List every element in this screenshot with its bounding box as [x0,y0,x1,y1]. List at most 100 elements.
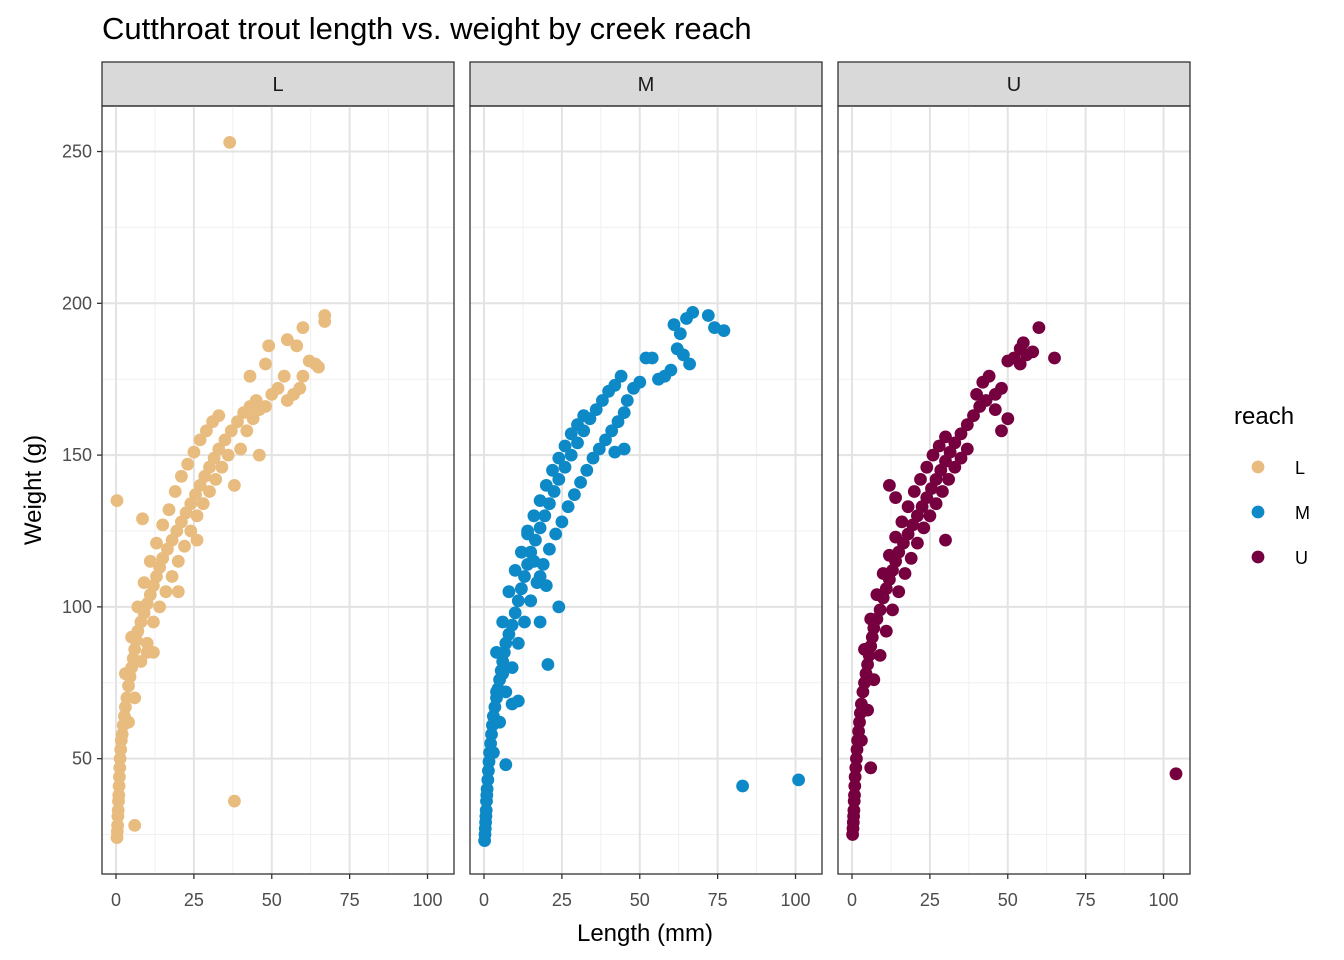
data-point [1169,767,1183,781]
data-point [683,357,696,371]
x-tick-label: 0 [111,890,121,910]
data-point [482,764,495,778]
data-point [171,554,185,568]
data-point [939,430,952,444]
data-point [499,758,513,772]
data-point [1026,345,1040,359]
data-point [608,378,622,392]
data-point [599,433,612,447]
data-point [203,485,216,498]
data-point [171,585,185,599]
data-point [911,536,924,550]
data-point [539,479,553,492]
data-point [511,594,525,608]
data-point [883,479,896,492]
data-point [948,436,962,450]
data-point [490,646,503,659]
data-point [864,612,878,626]
facet-strip [469,61,823,107]
data-point [914,473,927,486]
data-point [873,649,887,662]
data-point [153,600,167,614]
data-point [165,570,179,583]
data-point [515,545,528,559]
data-point [633,375,647,389]
data-point [850,752,863,765]
data-point [114,743,128,756]
data-point [209,473,223,486]
data-point [907,485,921,498]
data-point [515,582,528,596]
data-point [617,406,631,419]
data-point [592,442,606,456]
data-point [296,321,310,334]
chart-title: Cutthroat trout length vs. weight by cre… [102,11,752,46]
x-tick-label: 75 [340,890,360,910]
data-point [848,788,861,802]
data-point [954,427,968,441]
data-point [942,473,955,486]
data-point [792,773,805,787]
data-point [555,515,569,529]
data-point [223,136,237,149]
x-tick-label: 0 [847,890,857,910]
x-tick-label: 50 [998,890,1018,910]
data-point [883,548,896,562]
data-point [113,770,126,784]
data-point [147,646,160,659]
data-point [479,803,493,817]
data-point [571,418,584,432]
data-point [111,819,124,832]
data-point [552,473,566,486]
x-tick-label: 25 [920,890,940,910]
y-axis-title: Weight (g) [20,435,47,545]
data-point [518,570,531,583]
data-point [518,615,531,629]
data-point [140,636,154,650]
data-point [967,409,980,422]
series-L [110,136,332,844]
data-point [212,442,226,456]
data-point [178,539,191,553]
data-point [948,460,962,474]
data-point [889,530,902,544]
data-point [159,585,173,599]
data-point [490,685,503,699]
data-point [156,518,170,532]
data-point [112,788,126,802]
data-point [848,770,862,784]
data-point [920,460,934,474]
data-point [521,524,534,538]
data-point [564,427,578,441]
data-point [561,500,575,514]
data-point [546,463,559,477]
data-point [677,348,690,362]
data-point [511,636,525,650]
data-point [290,339,304,353]
data-point [892,585,906,599]
data-point [168,485,182,498]
data-point [617,442,631,456]
data-point [137,576,151,589]
x-tick-label: 25 [552,890,572,910]
data-point [979,394,993,407]
data-point [128,819,142,832]
data-point [580,463,594,477]
legend-label-M: M [1295,503,1310,523]
data-point [502,585,516,599]
data-point [589,403,603,416]
data-point [917,521,931,535]
series-U [846,321,1183,841]
data-point [480,782,494,796]
data-point [879,624,893,638]
facet-strip [837,61,1191,107]
data-point [870,588,884,602]
x-tick-label: 75 [708,890,728,910]
data-point [864,761,878,775]
data-point [240,424,254,438]
data-point [110,494,124,507]
facet-panel-U: U 0 25 50 75 100 [837,61,1191,910]
data-point [481,773,495,787]
data-point [574,476,587,489]
data-point [577,409,591,422]
